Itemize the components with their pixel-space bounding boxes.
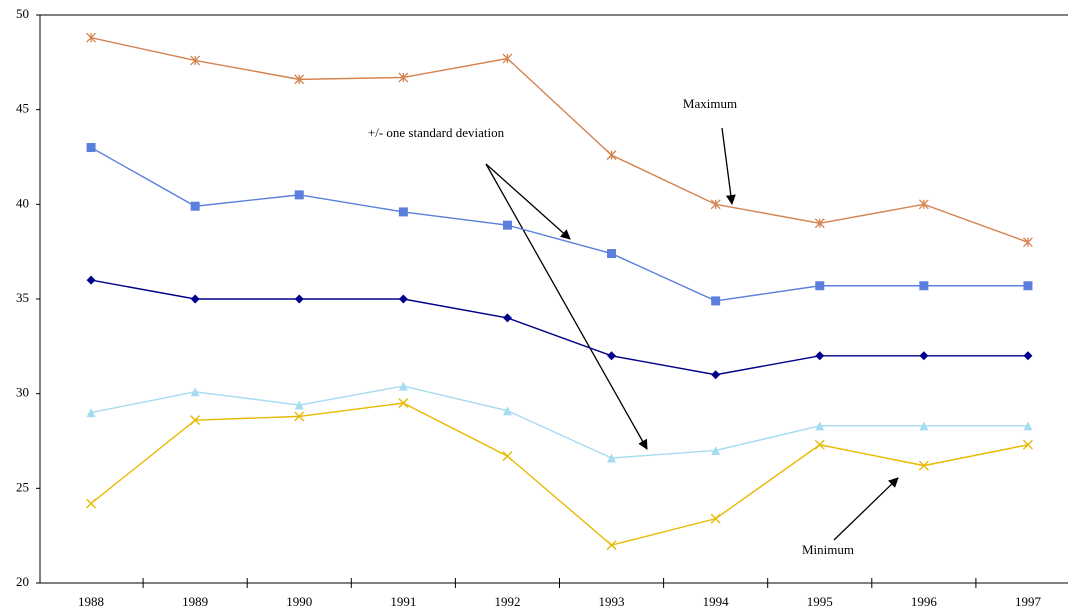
arrow xyxy=(485,163,648,450)
marker xyxy=(86,408,96,418)
x-tick-label: 1991 xyxy=(390,594,416,609)
marker xyxy=(1023,351,1033,361)
annotation: +/- one standard deviation xyxy=(368,125,505,140)
marker xyxy=(1023,281,1033,291)
y-tick-label: 20 xyxy=(16,574,29,589)
y-tick-label: 45 xyxy=(16,101,29,116)
marker xyxy=(815,351,825,361)
marker xyxy=(190,294,200,304)
marker xyxy=(918,199,929,210)
marker xyxy=(398,294,408,304)
marker xyxy=(398,381,408,391)
marker xyxy=(502,451,513,462)
marker xyxy=(398,207,408,217)
marker xyxy=(190,201,200,211)
marker xyxy=(1023,421,1033,431)
marker xyxy=(815,281,825,291)
marker xyxy=(1022,439,1033,450)
annotation: Minimum xyxy=(802,542,854,557)
marker xyxy=(294,190,304,200)
x-tick-label: 1994 xyxy=(703,594,730,609)
marker xyxy=(1022,237,1033,248)
series-line xyxy=(90,37,1029,243)
series-line xyxy=(90,146,1028,302)
marker xyxy=(398,398,409,409)
marker xyxy=(294,74,305,85)
marker xyxy=(607,351,617,361)
marker xyxy=(502,406,512,416)
x-tick-label: 1990 xyxy=(286,594,312,609)
marker xyxy=(919,281,929,291)
y-tick-label: 40 xyxy=(16,195,29,210)
marker xyxy=(398,72,409,83)
arrow xyxy=(485,163,571,240)
marker xyxy=(711,296,721,306)
marker xyxy=(190,415,201,426)
y-tick-label: 25 xyxy=(16,479,29,494)
x-tick-label: 1996 xyxy=(911,594,938,609)
marker xyxy=(502,220,512,230)
marker xyxy=(86,498,97,509)
marker xyxy=(710,513,721,524)
marker xyxy=(814,439,825,450)
marker xyxy=(607,249,617,259)
y-tick-label: 30 xyxy=(16,385,29,400)
marker xyxy=(190,55,201,66)
marker xyxy=(606,150,617,161)
arrow xyxy=(833,477,899,541)
marker xyxy=(502,313,512,323)
marker xyxy=(918,460,929,471)
marker xyxy=(919,351,929,361)
marker xyxy=(919,421,929,431)
x-tick-label: 1992 xyxy=(494,594,520,609)
x-tick-label: 1997 xyxy=(1015,594,1042,609)
marker xyxy=(711,445,721,455)
x-tick-label: 1993 xyxy=(599,594,625,609)
series-line xyxy=(90,385,1028,459)
marker xyxy=(814,218,825,229)
marker xyxy=(86,32,97,43)
marker xyxy=(190,387,200,397)
marker xyxy=(294,294,304,304)
marker xyxy=(710,199,721,210)
x-tick-label: 1995 xyxy=(807,594,833,609)
marker xyxy=(294,400,304,410)
arrow xyxy=(721,127,736,205)
marker xyxy=(294,411,305,422)
marker xyxy=(607,453,617,463)
marker xyxy=(606,540,617,551)
y-tick-label: 50 xyxy=(16,6,29,21)
marker xyxy=(502,53,513,64)
series-line xyxy=(90,402,1029,546)
x-tick-label: 1989 xyxy=(182,594,208,609)
marker xyxy=(86,143,96,153)
annotation: Maximum xyxy=(683,96,737,111)
marker xyxy=(86,275,96,285)
marker xyxy=(711,370,721,380)
series-line xyxy=(90,279,1028,376)
x-tick-label: 1988 xyxy=(78,594,104,609)
marker xyxy=(815,421,825,431)
y-tick-label: 35 xyxy=(16,290,29,305)
